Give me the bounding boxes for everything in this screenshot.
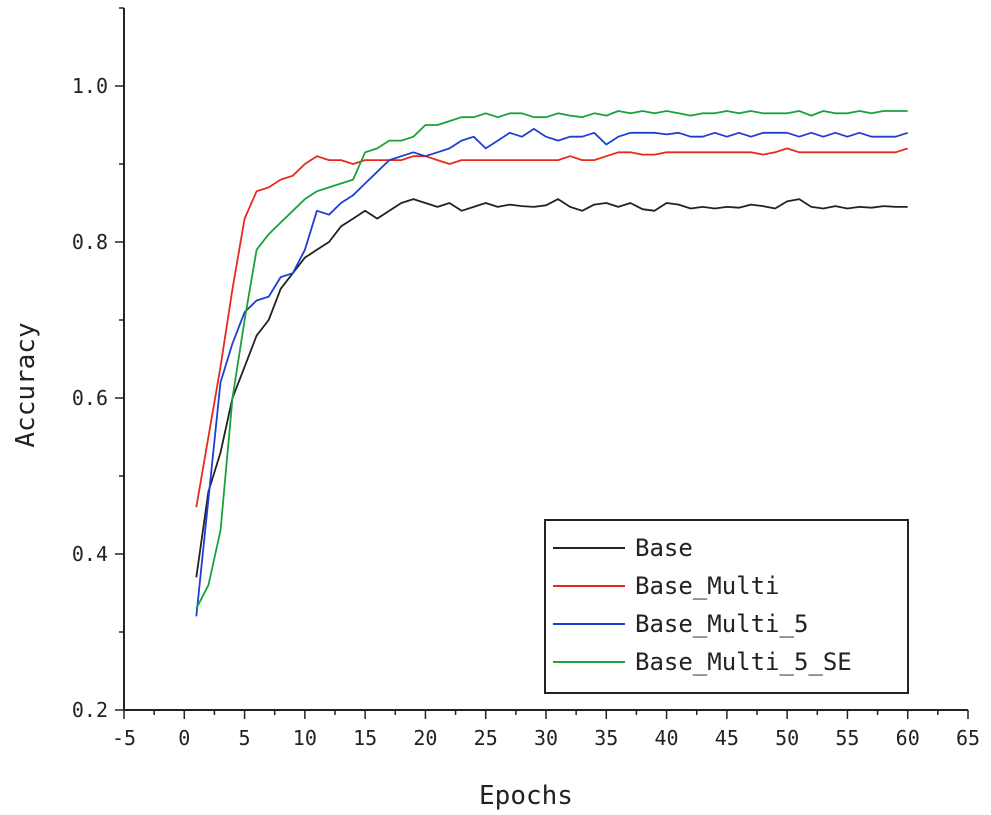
- x-tick-label: -5: [112, 726, 136, 750]
- y-tick-label: 0.6: [72, 386, 108, 410]
- series-line-base-multi-5-se: [195, 110, 908, 610]
- x-tick-label: 25: [474, 726, 498, 750]
- legend-label: Base_Multi_5: [635, 610, 808, 638]
- series-line-base: [195, 198, 908, 578]
- x-tick-label: 20: [413, 726, 437, 750]
- ticks: [115, 7, 969, 719]
- y-tick-label: 1.0: [72, 74, 108, 98]
- x-tick-label: 15: [353, 726, 377, 750]
- series-line-base-multi-5: [195, 127, 908, 617]
- x-tick-label: 30: [534, 726, 558, 750]
- y-tick-label: 0.2: [72, 698, 108, 722]
- x-tick-label: 35: [594, 726, 618, 750]
- y-tick-label: 0.4: [72, 542, 108, 566]
- x-tick-label: 65: [956, 726, 980, 750]
- x-tick-label: 40: [655, 726, 679, 750]
- x-axis-title: Epochs: [479, 781, 573, 811]
- legend-label: Base: [635, 534, 693, 562]
- y-tick-label: 0.8: [72, 230, 108, 254]
- x-tick-label: 10: [293, 726, 317, 750]
- x-tick-label: 50: [775, 726, 799, 750]
- legend-label: Base_Multi: [635, 572, 780, 600]
- legend-label: Base_Multi_5_SE: [635, 648, 852, 676]
- x-tick-label: 45: [715, 726, 739, 750]
- tick-labels: -5 0 5 10 15 20 25 30 35 40 45 50 55 60 65 0.2 0.4 0.6 0.8…: [72, 74, 980, 750]
- series-lines: [195, 110, 908, 617]
- x-tick-label: 55: [835, 726, 859, 750]
- x-tick-label: 0: [178, 726, 190, 750]
- legend: Base Base_Multi Base_Multi_5 Base_Multi_5_S…: [544, 519, 909, 694]
- x-tick-label: 5: [239, 726, 251, 750]
- y-axis-title: Accuracy: [11, 322, 41, 447]
- x-tick-label: 60: [896, 726, 920, 750]
- series-line-base-multi: [195, 147, 908, 508]
